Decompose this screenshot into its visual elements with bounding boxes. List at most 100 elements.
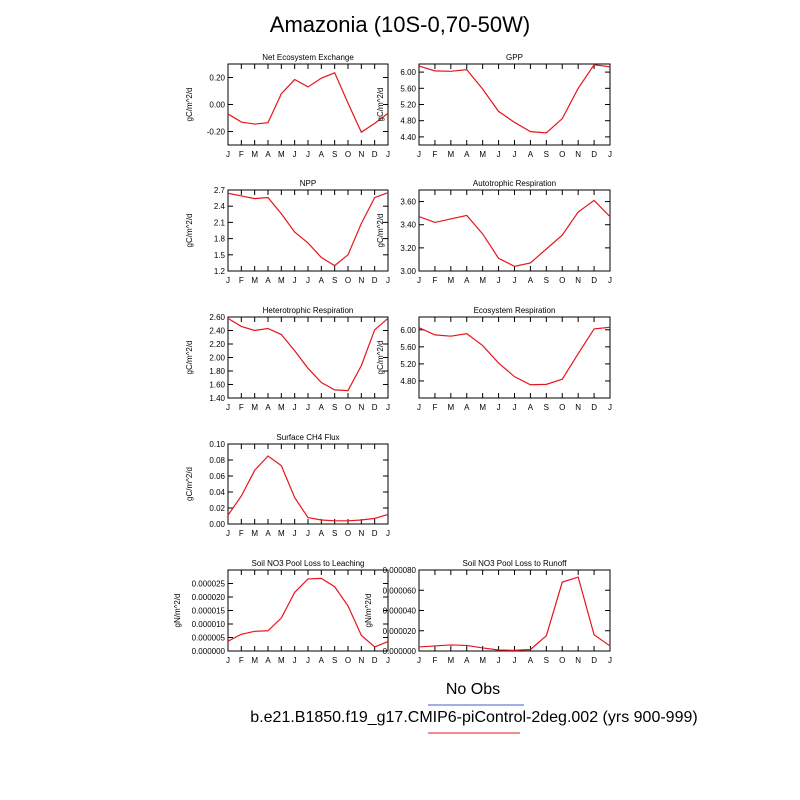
y-axis-label: gC/m^2/d: [185, 467, 194, 501]
x-tick-label: F: [432, 656, 437, 665]
y-tick-label: 0.000010: [192, 620, 226, 629]
x-tick-label: D: [372, 656, 378, 665]
y-tick-label: 3.60: [400, 198, 416, 207]
x-tick-label: J: [513, 276, 517, 285]
x-tick-label: J: [293, 529, 297, 538]
x-tick-label: S: [332, 150, 337, 159]
x-tick-label: O: [345, 150, 351, 159]
x-tick-label: A: [464, 656, 470, 665]
x-tick-label: S: [332, 276, 337, 285]
x-tick-label: M: [479, 656, 486, 665]
x-tick-label: O: [559, 276, 565, 285]
x-tick-label: M: [479, 403, 486, 412]
x-tick-label: S: [332, 403, 337, 412]
panel-title: Net Ecosystem Exchange: [262, 53, 354, 62]
x-tick-label: J: [417, 276, 421, 285]
x-tick-label: A: [464, 150, 470, 159]
plot-frame: [418, 569, 611, 652]
x-tick-label: J: [293, 150, 297, 159]
x-tick-label: D: [591, 656, 597, 665]
y-tick-label: 6.00: [400, 326, 416, 335]
y-tick-label: 0.02: [209, 504, 225, 513]
x-tick-label: J: [306, 403, 310, 412]
x-tick-label: J: [417, 150, 421, 159]
chart-panel-1: Net Ecosystem Exchange gC/m^2/d 0.20 0.00 -0…: [185, 53, 390, 159]
series-line: [227, 72, 389, 134]
x-tick-label: O: [345, 656, 351, 665]
y-tick-label: 0.000080: [383, 566, 417, 575]
x-tick-label: J: [513, 403, 517, 412]
x-tick-label: M: [251, 403, 258, 412]
series-line: [418, 576, 611, 651]
x-tick-label: J: [226, 656, 230, 665]
plot-frame: [418, 189, 611, 272]
legend-model-label: b.e21.B1850.f19_g17.CMIP6-piControl-2deg…: [250, 709, 698, 726]
panel-title: Soil NO3 Pool Loss to Leaching: [252, 559, 365, 568]
x-tick-label: M: [447, 656, 454, 665]
y-tick-label: 0.000060: [383, 586, 417, 595]
panel-title: GPP: [506, 53, 523, 62]
series-line: [227, 455, 389, 522]
y-tick-label: 0.000015: [192, 607, 226, 616]
x-tick-label: J: [226, 529, 230, 538]
x-tick-label: J: [306, 529, 310, 538]
x-tick-label: J: [386, 529, 390, 538]
panel-title: Surface CH4 Flux: [276, 433, 339, 442]
x-tick-label: S: [544, 403, 549, 412]
y-axis-label: gC/m^2/d: [376, 88, 385, 122]
plot-frame: [418, 316, 611, 399]
x-tick-label: J: [293, 403, 297, 412]
series-line: [418, 199, 611, 268]
x-tick-label: J: [386, 656, 390, 665]
x-tick-label: S: [332, 529, 337, 538]
x-tick-label: J: [386, 403, 390, 412]
x-tick-label: J: [417, 656, 421, 665]
x-tick-label: A: [319, 150, 325, 159]
x-tick-label: F: [432, 403, 437, 412]
legend-model-line: [428, 732, 520, 734]
x-tick-label: S: [544, 150, 549, 159]
x-tick-label: A: [464, 403, 470, 412]
x-tick-label: D: [372, 276, 378, 285]
x-tick-label: D: [372, 403, 378, 412]
x-tick-label: A: [319, 656, 325, 665]
x-tick-label: J: [608, 150, 612, 159]
x-tick-label: A: [265, 656, 271, 665]
x-tick-label: A: [265, 529, 271, 538]
y-tick-label: 2.00: [209, 354, 225, 363]
y-tick-label: 4.40: [400, 133, 416, 142]
y-tick-label: 0.00: [209, 520, 225, 529]
y-tick-label: 2.4: [214, 202, 226, 211]
y-axis-label: gC/m^2/d: [376, 341, 385, 375]
x-tick-label: N: [575, 656, 581, 665]
y-tick-label: 5.20: [400, 101, 416, 110]
y-tick-label: 2.1: [214, 218, 226, 227]
x-tick-label: J: [386, 150, 390, 159]
y-tick-label: 0.04: [209, 488, 225, 497]
x-tick-label: M: [278, 529, 285, 538]
y-tick-label: 6.00: [400, 68, 416, 77]
y-axis-label: gC/m^2/d: [185, 214, 194, 248]
y-axis-label: gN/m^2/d: [173, 594, 182, 628]
x-tick-label: M: [447, 276, 454, 285]
y-tick-label: 1.5: [214, 251, 226, 260]
x-tick-label: N: [358, 150, 364, 159]
y-axis-label: gC/m^2/d: [185, 341, 194, 375]
legend-obs-label: No Obs: [445, 681, 501, 698]
x-tick-label: N: [358, 276, 364, 285]
plot-frame: [227, 189, 389, 272]
x-tick-label: J: [608, 656, 612, 665]
series-line: [227, 577, 389, 648]
y-tick-label: 0.06: [209, 472, 225, 481]
x-tick-label: J: [497, 403, 501, 412]
x-tick-label: M: [251, 150, 258, 159]
x-tick-label: J: [608, 276, 612, 285]
y-tick-label: 2.60: [209, 313, 225, 322]
x-tick-label: O: [345, 403, 351, 412]
y-tick-label: 5.20: [400, 360, 416, 369]
x-tick-label: J: [497, 276, 501, 285]
x-tick-label: N: [575, 150, 581, 159]
x-tick-label: J: [306, 150, 310, 159]
x-tick-label: J: [226, 403, 230, 412]
